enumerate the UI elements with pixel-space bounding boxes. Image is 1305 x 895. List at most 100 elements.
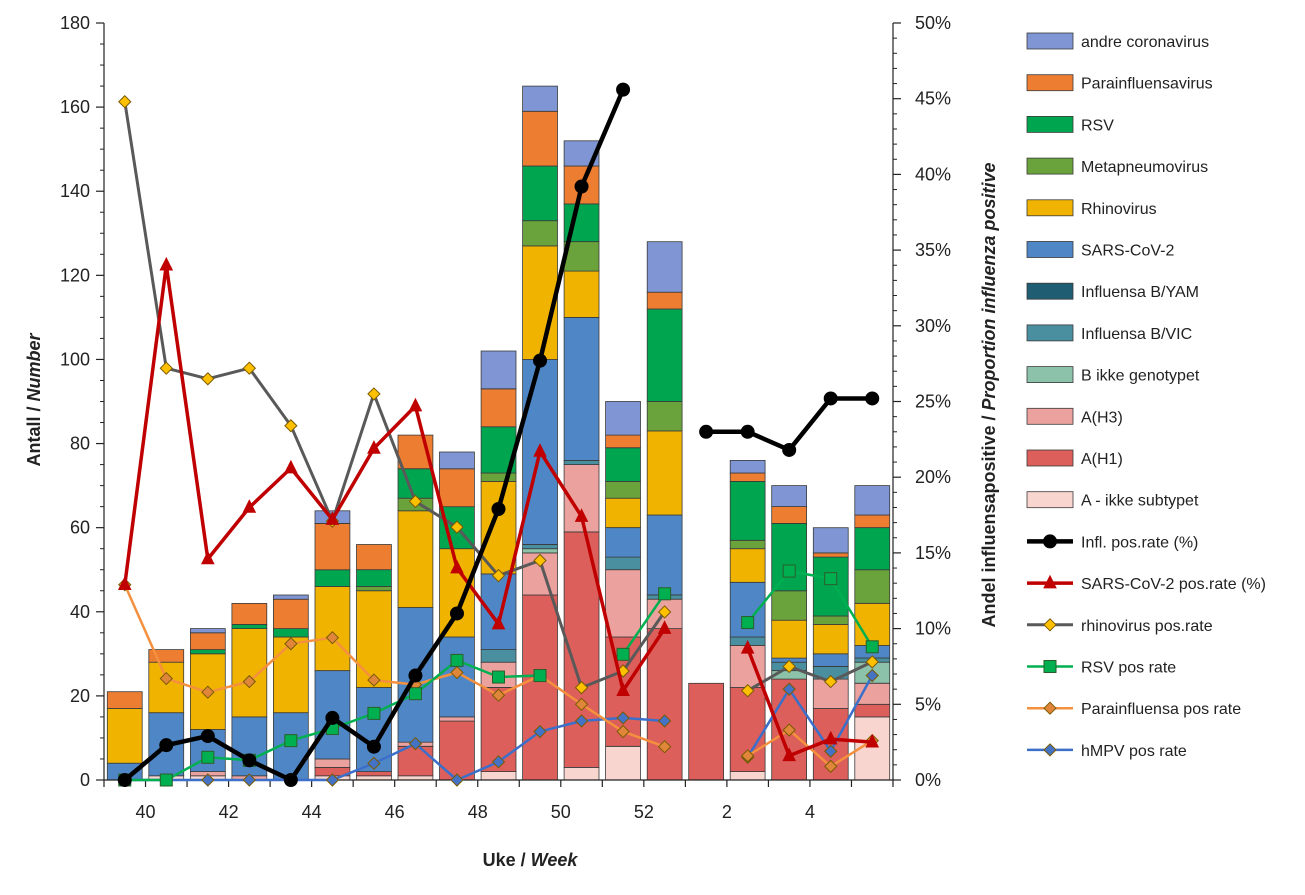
x-tick-label: 50 [551, 802, 571, 822]
y-axis-left-title: Antall / Number [24, 332, 44, 466]
legend-marker [1043, 534, 1057, 549]
point-parainfluensa-pos-rate-45 [325, 630, 340, 645]
legend-item-sars-cov-2-pos-rate: SARS-CoV-2 pos.rate (%) [1027, 574, 1266, 593]
line-rhinovirus-pos-rate [123, 101, 666, 690]
line-infl-pos-rate [706, 396, 873, 453]
point-rhinovirus-pos-rate-5 [865, 655, 879, 669]
point-rsv-pos-rate-42 [201, 750, 215, 764]
point-hmpv-pos-rate-42 [201, 773, 215, 787]
bar-a-h3-52 [605, 569, 641, 638]
point-infl-pos-rate-3 [782, 442, 797, 457]
point-rhinovirus-pos-rate-44 [284, 419, 298, 433]
point-hmpv-pos-rate-47 [408, 736, 423, 751]
line-sars-cov-2-pos-rate [746, 647, 873, 758]
lines-layer [117, 82, 880, 787]
y-right-tick-label: 50% [915, 13, 951, 33]
point-parainfluensa-pos-rate-4 [824, 759, 838, 774]
bar-sars-cov-2-49 [480, 573, 517, 651]
bar-influensa-b-vic-50 [522, 544, 558, 550]
bar-a-h3-5 [854, 682, 891, 705]
y-left-tick-label: 100 [60, 349, 90, 369]
point-sars-cov-2-pos-rate-49 [491, 615, 506, 630]
bar-metapneumovirus-3 [771, 590, 808, 621]
bar-influensa-b-vic-49 [480, 649, 517, 663]
y-left-tick-label: 120 [60, 265, 90, 285]
point-hmpv-pos-rate-5 [865, 668, 879, 683]
bar-rhinovirus-43 [231, 628, 268, 718]
legend-label: Influensa B/VIC [1081, 326, 1192, 343]
legend-swatch [1026, 449, 1074, 467]
y-left-tick-label: 0 [80, 770, 90, 790]
bar-rhinovirus-53 [646, 430, 683, 516]
bar-rsv-50 [522, 165, 558, 222]
y-right-tick-label: 25% [915, 392, 951, 412]
point-rhinovirus-pos-rate-46 [367, 387, 381, 401]
bar-sars-cov-2-50 [522, 358, 558, 545]
legend-item-a-h1: A(H1) [1026, 449, 1123, 468]
bar-parainfluensavirus-40 [106, 691, 143, 709]
legend-item-rsv-pos-rate: RSV pos rate [1027, 660, 1176, 677]
y-left-tick-label: 160 [60, 97, 90, 117]
point-sars-cov-2-pos-rate-50 [533, 443, 547, 457]
point-rsv-pos-rate-4 [824, 572, 838, 586]
point-infl-pos-rate-49 [491, 501, 506, 516]
series-rhinovirus-pos-rate [118, 95, 879, 698]
legend-label: Parainfluensavirus [1081, 76, 1213, 93]
y-right-tick-label: 10% [915, 619, 951, 639]
point-rsv-pos-rate-49 [492, 670, 505, 684]
point-hmpv-pos-rate-4 [824, 744, 838, 758]
point-parainfluensa-pos-rate-3 [782, 723, 796, 737]
point-parainfluensa-pos-rate-2 [740, 749, 755, 763]
bar-andre-coronavirus-52 [605, 401, 641, 436]
legend-swatch [1026, 74, 1074, 92]
legend-swatch [1026, 157, 1074, 175]
legend-swatch [1026, 241, 1074, 258]
legend-item-b-ikke-genotypet: B ikke genotypet [1026, 366, 1200, 385]
legend-swatch [1026, 32, 1074, 50]
legend-item-a-h3: A(H3) [1026, 407, 1123, 426]
line-hmpv-pos-rate [124, 716, 665, 782]
bar-b-ikke-genotypet-50 [522, 548, 558, 554]
point-rhinovirus-pos-rate-51 [574, 680, 589, 695]
series-infl-pos-rate [117, 82, 880, 787]
point-rsv-pos-rate-44 [284, 734, 298, 748]
point-infl-pos-rate-41 [159, 738, 174, 753]
legend-label: Influensa B/YAM [1081, 284, 1199, 301]
bar-metapneumovirus-53 [646, 401, 683, 432]
point-rhinovirus-pos-rate-4 [824, 674, 838, 689]
bar-sars-cov-2-52 [605, 527, 641, 558]
point-parainfluensa-pos-rate-52 [616, 724, 630, 739]
y-axis-right-title: Andel influensapositive / Proportion inf… [979, 162, 999, 627]
bar-metapneumovirus-49 [480, 472, 517, 482]
line-rsv-pos-rate [622, 593, 666, 656]
bar-a-h3-48 [439, 716, 475, 722]
point-hmpv-pos-rate-3 [782, 682, 796, 696]
bar-a-h1-47 [397, 746, 434, 777]
point-sars-cov-2-pos-rate-41 [159, 256, 174, 271]
point-sars-cov-2-pos-rate-5 [865, 733, 880, 748]
point-sars-cov-2-pos-rate-42 [201, 550, 215, 565]
bar-rhinovirus-2 [729, 548, 766, 583]
point-rsv-pos-rate-3 [782, 564, 796, 578]
y-right-tick-label: 30% [915, 316, 951, 336]
point-rsv-pos-rate-47 [408, 687, 422, 701]
point-rhinovirus-pos-rate-42 [201, 372, 215, 386]
point-parainfluensa-pos-rate-51 [574, 697, 589, 712]
bar-a-ikke-subtypet-47 [397, 775, 434, 781]
legend-item-parainfluensavirus: Parainfluensavirus [1026, 74, 1213, 93]
legend-item-rhinovirus-pos-rate: rhinovirus pos.rate [1027, 618, 1213, 635]
point-infl-pos-rate-51 [574, 179, 589, 194]
bar-andre-coronavirus-44 [272, 594, 309, 600]
point-sars-cov-2-pos-rate-44 [284, 459, 298, 474]
y-left-tick-label: 60 [70, 518, 90, 538]
series-rsv-pos-rate [118, 564, 879, 787]
point-parainfluensa-pos-rate-43 [242, 674, 257, 689]
x-tick-label: 40 [136, 802, 156, 822]
point-rhinovirus-pos-rate-2 [740, 683, 755, 698]
legend-label: Parainfluensa pos rate [1081, 701, 1241, 718]
point-hmpv-pos-rate-50 [533, 724, 547, 739]
point-sars-cov-2-pos-rate-48 [450, 559, 464, 574]
point-sars-cov-2-pos-rate-47 [408, 397, 423, 412]
bar-andre-coronavirus-2 [729, 459, 766, 474]
legend-item-parainfluensa-pos-rate: Parainfluensa pos rate [1027, 701, 1241, 718]
